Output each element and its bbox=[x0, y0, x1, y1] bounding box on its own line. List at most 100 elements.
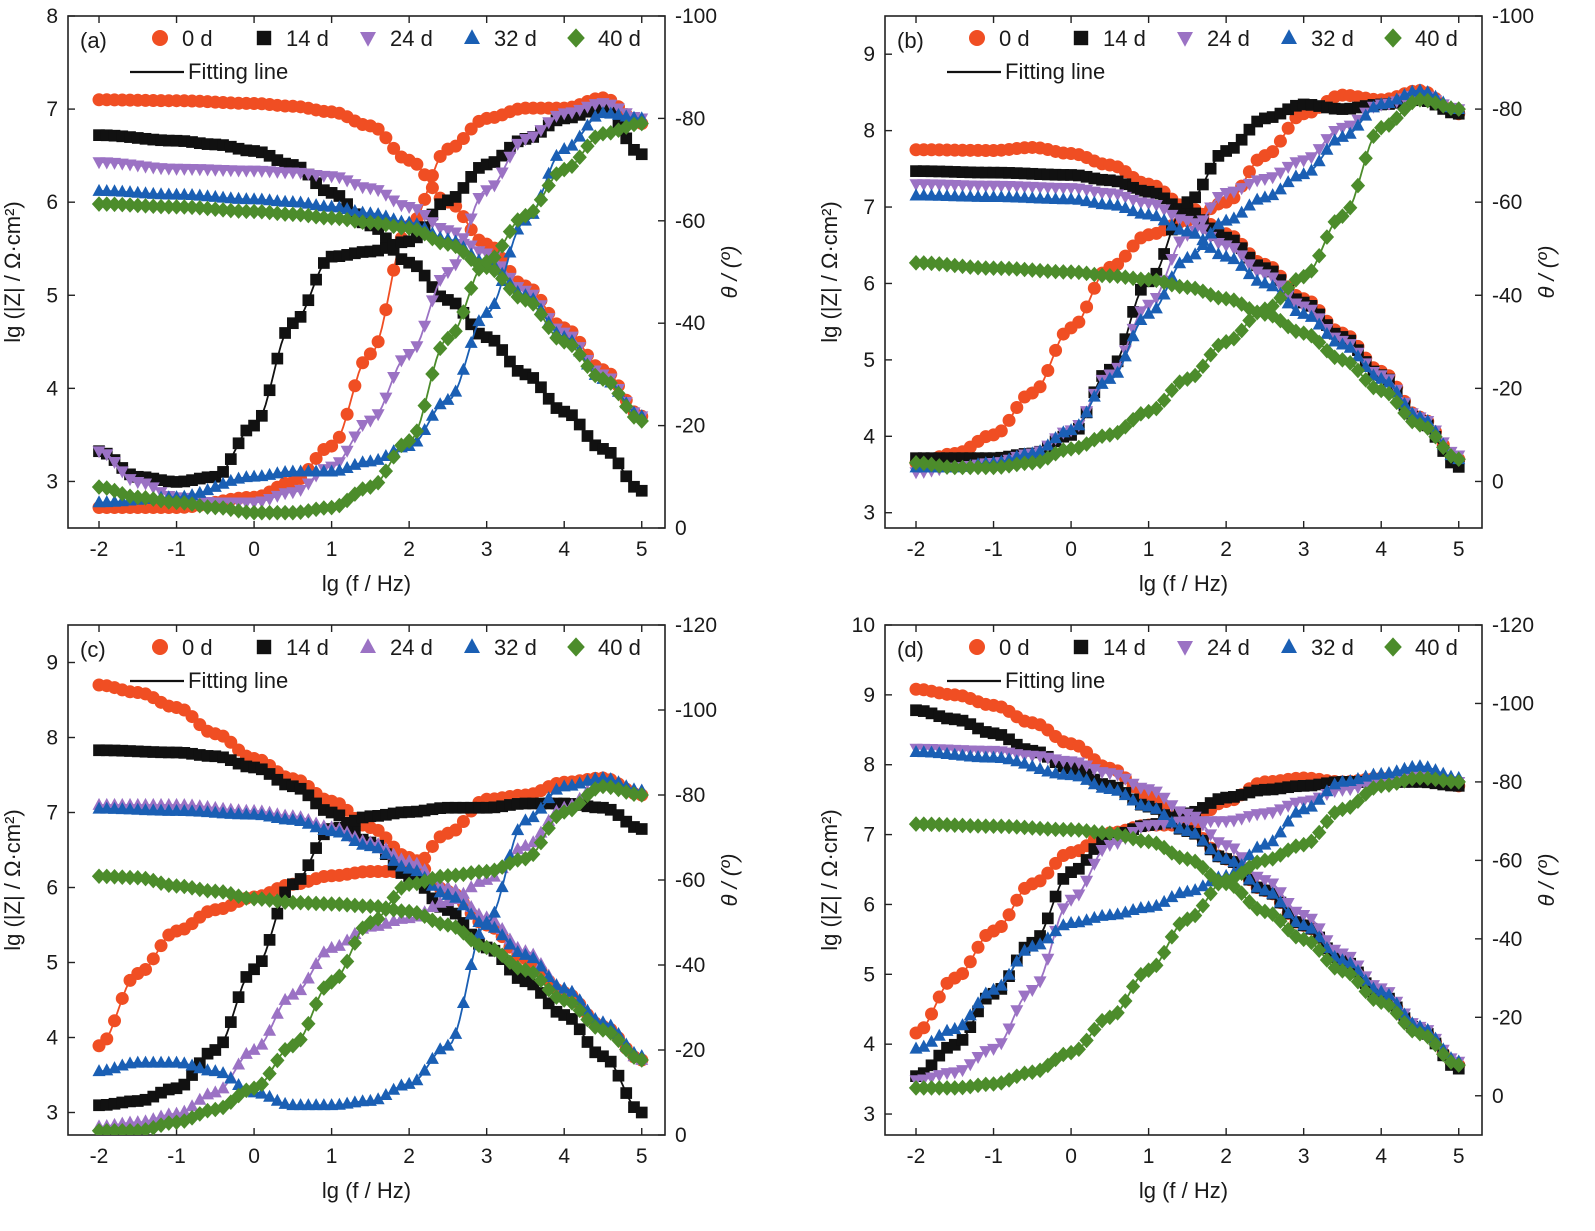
data-point-phase bbox=[1266, 188, 1280, 201]
data-point-modulus bbox=[948, 166, 961, 178]
data-point-modulus bbox=[580, 1011, 595, 1028]
data-point-phase bbox=[115, 991, 129, 1005]
data-point-modulus bbox=[224, 140, 237, 153]
data-point-modulus bbox=[1118, 788, 1132, 801]
x-tick-label: 1 bbox=[326, 1145, 338, 1168]
data-point-modulus bbox=[963, 259, 978, 275]
data-point-phase bbox=[146, 482, 160, 495]
data-point-modulus bbox=[955, 817, 970, 834]
data-point-modulus bbox=[1297, 918, 1311, 931]
data-point-modulus bbox=[1172, 849, 1187, 866]
data-point-phase bbox=[1258, 174, 1272, 187]
data-point-modulus bbox=[270, 194, 284, 207]
data-point-modulus bbox=[402, 854, 416, 867]
data-point-phase bbox=[1281, 842, 1296, 858]
data-point-phase bbox=[286, 487, 300, 500]
data-point-phase bbox=[317, 945, 331, 958]
data-point-phase bbox=[1010, 893, 1024, 907]
data-point-phase bbox=[122, 488, 138, 505]
data-point-phase bbox=[426, 208, 439, 221]
legend-marker bbox=[360, 32, 376, 47]
data-point-modulus bbox=[932, 816, 947, 833]
data-point-modulus bbox=[1319, 952, 1335, 968]
data-point-phase bbox=[1173, 203, 1186, 216]
data-point-modulus bbox=[619, 1041, 634, 1058]
data-point-phase bbox=[1328, 125, 1342, 138]
data-point-modulus bbox=[1273, 913, 1288, 929]
data-point-phase bbox=[580, 118, 594, 131]
data-layer bbox=[908, 682, 1466, 1096]
data-point-modulus bbox=[1250, 871, 1264, 884]
data-point-modulus bbox=[184, 199, 200, 216]
data-point-modulus bbox=[533, 972, 549, 989]
data-point-modulus bbox=[986, 260, 1001, 276]
data-point-phase bbox=[418, 851, 432, 865]
data-point-phase bbox=[1289, 157, 1303, 170]
legend-entry: 24 d bbox=[360, 26, 433, 51]
data-point-modulus bbox=[502, 954, 518, 971]
data-point-phase bbox=[456, 132, 470, 146]
x-tick-label: 4 bbox=[1375, 538, 1387, 561]
data-point-modulus bbox=[1335, 953, 1349, 966]
data-point-phase bbox=[395, 236, 408, 249]
data-point-phase bbox=[255, 1037, 269, 1050]
data-point-phase bbox=[925, 1034, 939, 1047]
data-point-phase bbox=[278, 1096, 292, 1109]
data-point-phase bbox=[1203, 346, 1218, 363]
data-point-modulus bbox=[1173, 222, 1187, 235]
legend-marker bbox=[1384, 28, 1402, 48]
data-point-phase bbox=[418, 1063, 432, 1076]
legend-marker bbox=[1177, 641, 1193, 656]
data-point-phase bbox=[534, 125, 548, 138]
fit-line-modulus bbox=[916, 751, 1459, 1063]
data-point-modulus bbox=[1149, 209, 1163, 222]
data-point-modulus bbox=[1111, 769, 1125, 782]
data-point-modulus bbox=[479, 939, 494, 956]
data-point-modulus bbox=[387, 212, 401, 225]
data-point-phase bbox=[1079, 1032, 1094, 1049]
x-tick-label: 2 bbox=[1220, 538, 1232, 561]
data-point-phase bbox=[434, 802, 447, 815]
data-point-phase bbox=[465, 801, 478, 814]
y2-tick-label: -60 bbox=[1492, 191, 1522, 214]
data-point-modulus bbox=[348, 203, 362, 216]
data-point-phase bbox=[1413, 759, 1427, 772]
data-point-phase bbox=[1156, 392, 1172, 409]
data-point-modulus bbox=[1258, 875, 1272, 888]
data-point-phase bbox=[1111, 837, 1125, 850]
y2-tick-label: -100 bbox=[675, 5, 717, 28]
data-point-phase bbox=[1095, 376, 1109, 389]
y2-tick-label: -20 bbox=[1492, 1006, 1522, 1029]
data-point-modulus bbox=[425, 217, 439, 230]
data-point-modulus bbox=[628, 1101, 640, 1113]
data-point-phase bbox=[394, 355, 408, 368]
data-point-modulus bbox=[1025, 759, 1039, 772]
chart-panel-d: -2 -1 0 1 2 3 4 5 3 4 5 6 7 8 9 10 0 -20 -40 -60 -80 -100 -120… bbox=[817, 614, 1559, 1203]
data-point-modulus bbox=[286, 159, 299, 171]
data-point-phase bbox=[193, 472, 206, 485]
legend-fit-entry: Fitting line bbox=[130, 59, 288, 84]
x-axis-title: lg (f / Hz) bbox=[322, 571, 411, 596]
data-point-phase bbox=[1142, 306, 1156, 319]
x-tick-label: 5 bbox=[1453, 538, 1465, 561]
data-point-modulus bbox=[549, 989, 564, 1005]
data-point-phase bbox=[526, 203, 541, 220]
data-point-phase bbox=[1389, 775, 1404, 791]
data-point-modulus bbox=[115, 196, 130, 213]
data-point-phase bbox=[456, 996, 470, 1009]
data-point-modulus bbox=[1428, 1036, 1443, 1053]
data-point-modulus bbox=[308, 895, 324, 912]
data-point-modulus bbox=[177, 878, 192, 895]
data-point-phase bbox=[170, 476, 183, 488]
data-point-phase bbox=[1095, 845, 1109, 858]
data-point-phase bbox=[170, 1055, 184, 1068]
data-point-modulus bbox=[542, 392, 555, 405]
legend-label: 40 d bbox=[598, 26, 641, 51]
data-point-modulus bbox=[519, 975, 532, 988]
data-point-modulus bbox=[93, 744, 105, 757]
x-tick-label: 3 bbox=[1298, 1145, 1310, 1168]
data-point-phase bbox=[1149, 819, 1163, 832]
data-point-phase bbox=[449, 823, 463, 837]
legend-label: 24 d bbox=[390, 26, 433, 51]
legend-marker bbox=[256, 639, 272, 655]
